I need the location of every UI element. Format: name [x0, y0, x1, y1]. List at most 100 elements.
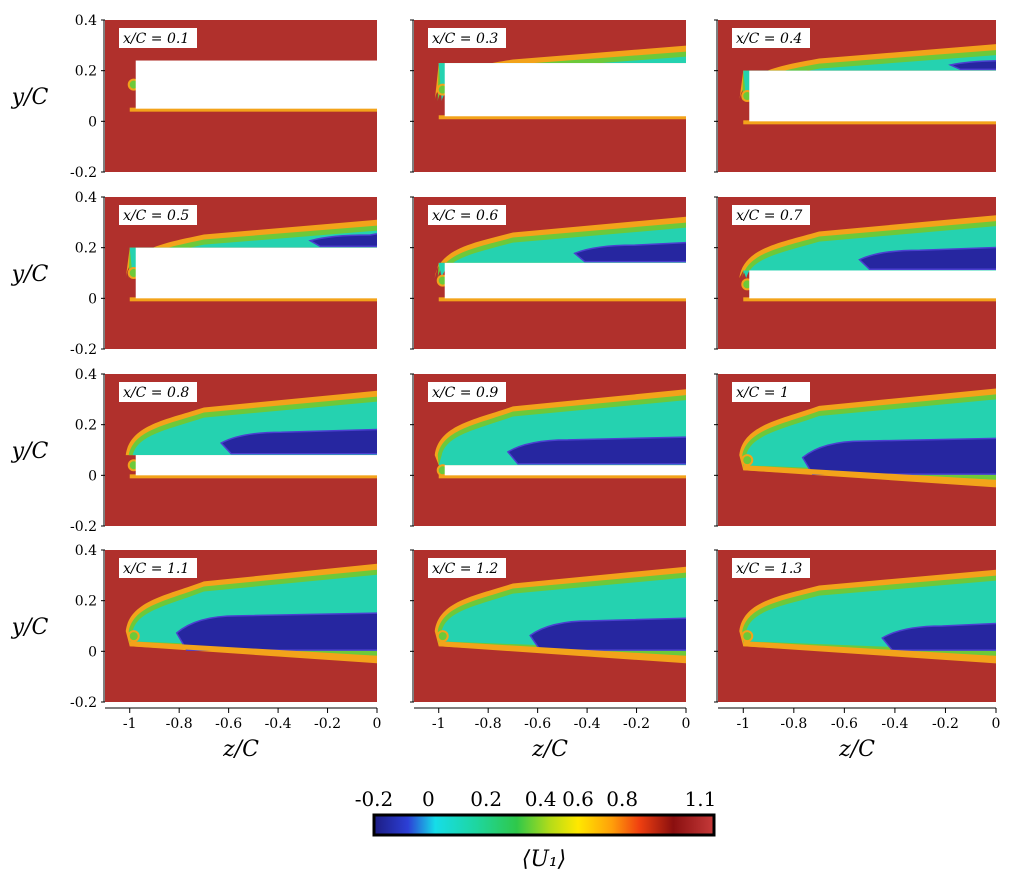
- panel-label: x/C = 0.8: [119, 382, 197, 402]
- y-tick-label: -0.2: [70, 342, 97, 358]
- colorbar-title: ⟨U₁⟩: [522, 847, 567, 872]
- lower-shear-layer: [438, 641, 686, 661]
- panel-label: x/C = 0.1: [119, 28, 197, 48]
- y-axis-label: y/C: [11, 85, 49, 110]
- x-tick-label: 0: [682, 716, 691, 732]
- lower-shear-layer: [129, 641, 377, 661]
- x-tick-label: -0.4: [574, 716, 601, 732]
- reverse-flow-core: [801, 437, 996, 475]
- x-axis-label: z/C: [531, 737, 568, 762]
- x-tick-label: -0.2: [932, 716, 959, 732]
- panel-label-text: x/C = 0.4: [736, 31, 802, 47]
- x-tick-label: -0.6: [524, 716, 551, 732]
- wake-region: [743, 55, 996, 102]
- lower-boundary-layer: [129, 107, 377, 112]
- x-tick-label: -0.6: [215, 716, 242, 732]
- y-axis-label: y/C: [11, 262, 49, 287]
- x-tick-label: -0.2: [314, 716, 341, 732]
- panel-7: x/C = 0.8 0.4 0.2 0 -0.2: [70, 367, 377, 535]
- x-tick-label: 0: [373, 716, 382, 732]
- colorbar-tick-label: 1.1: [684, 787, 716, 811]
- panel-label-text: x/C = 0.6: [432, 208, 498, 224]
- airfoil-section: [135, 247, 377, 299]
- airfoil-section: [749, 70, 996, 122]
- panel-label: x/C = 0.5: [119, 205, 197, 225]
- panel-label-text: x/C = 1.3: [736, 561, 802, 577]
- colorbar-tick-label: 0.4: [525, 787, 557, 811]
- panel-label-text: x/C = 1.1: [123, 561, 189, 577]
- y-tick-label: 0.4: [75, 367, 97, 383]
- airfoil-section: [135, 455, 377, 476]
- panel-label: x/C = 0.7: [732, 205, 810, 225]
- panel-label-text: x/C = 0.3: [432, 31, 498, 47]
- panel-label: x/C = 0.3: [428, 28, 506, 48]
- panel-label: x/C = 0.6: [428, 205, 506, 225]
- y-tick-label: 0.2: [75, 594, 97, 610]
- airfoil-section: [135, 60, 377, 109]
- panel-2: x/C = 0.3: [410, 19, 686, 173]
- reverse-flow-core: [506, 436, 686, 465]
- tip-vortex: [436, 630, 449, 643]
- reverse-flow-core: [573, 241, 686, 263]
- x-tick-label: -0.8: [475, 716, 502, 732]
- panel-label: x/C = 1.2: [428, 558, 506, 578]
- y-tick-label: 0.2: [75, 64, 97, 80]
- colorbar-tick-label: -0.2: [355, 787, 394, 811]
- y-tick-label: -0.2: [70, 519, 97, 535]
- colorbar-bar: [372, 813, 716, 837]
- y-tick-label: 0: [88, 468, 97, 484]
- airfoil-section: [444, 63, 686, 117]
- panel-11: x/C = 1.2 -1 -0.8 -0.6 -0.4 -0.2 0: [410, 549, 691, 732]
- panel-6: x/C = 0.7: [714, 196, 996, 350]
- panel-grid: x/C = 0.1 0.4 0.2 0 -0.2 x/C = 0.3 x/C = 0.4 x/…: [70, 13, 1000, 732]
- lower-boundary-layer: [129, 474, 377, 479]
- y-tick-label: 0.4: [75, 543, 97, 559]
- wake-region: [438, 227, 686, 279]
- colorbar-tick-label: 0.6: [562, 787, 594, 811]
- lower-boundary-layer: [438, 474, 686, 479]
- lower-shear-layer: [743, 641, 996, 661]
- panel-label-text: x/C = 0.5: [123, 208, 189, 224]
- panel-label-text: x/C = 0.8: [123, 385, 189, 401]
- panel-label: x/C = 1: [732, 382, 810, 402]
- tip-vortex: [741, 630, 754, 643]
- panel-label-text: x/C = 0.1: [123, 31, 189, 47]
- lower-boundary-layer: [743, 120, 996, 125]
- reverse-flow-core: [175, 612, 377, 651]
- x-tick-label: -0.8: [780, 716, 807, 732]
- panel-label: x/C = 1.3: [732, 558, 810, 578]
- x-tick-label: -1: [736, 716, 750, 732]
- panel-label-text: x/C = 1: [736, 385, 789, 401]
- x-axis-label: z/C: [838, 737, 875, 762]
- colorbar: -0.2 0 0.2 0.4 0.6 0.8 1.1 ⟨U₁⟩: [355, 787, 717, 872]
- airfoil-section: [444, 262, 686, 299]
- reverse-flow-core: [308, 233, 377, 248]
- lower-boundary-layer: [438, 297, 686, 302]
- x-tick-label: -0.8: [166, 716, 193, 732]
- panel-label: x/C = 1.1: [119, 558, 197, 578]
- panel-9: x/C = 1: [714, 373, 996, 527]
- y-axis-label: y/C: [11, 439, 49, 464]
- tip-vortex: [127, 630, 140, 643]
- x-tick-label: -0.6: [831, 716, 858, 732]
- airfoil-section: [444, 465, 686, 476]
- panel-label-text: x/C = 0.7: [736, 208, 802, 224]
- reverse-flow-core: [948, 59, 996, 71]
- y-tick-label: 0.4: [75, 13, 97, 29]
- y-tick-label: 0: [88, 644, 97, 660]
- y-tick-label: 0.4: [75, 190, 97, 206]
- airfoil-section: [749, 270, 996, 299]
- lower-shear-layer: [743, 465, 996, 485]
- panel-label-text: x/C = 1.2: [432, 561, 498, 577]
- lower-boundary-layer: [743, 297, 996, 302]
- y-tick-label: -0.2: [70, 695, 97, 711]
- panel-10: x/C = 1.1 0.4 0.2 0 -0.2 -1 -0.8 -0.6 -0.4 -0.2 0: [70, 543, 382, 732]
- y-axis-labels: y/C y/C y/C y/C: [11, 85, 49, 640]
- y-tick-label: -0.2: [70, 165, 97, 181]
- panel-label-text: x/C = 0.9: [432, 385, 498, 401]
- panel-label: x/C = 0.9: [428, 382, 506, 402]
- reverse-flow-core: [858, 246, 996, 270]
- reverse-flow-core: [220, 428, 377, 455]
- x-tick-label: -0.4: [265, 716, 292, 732]
